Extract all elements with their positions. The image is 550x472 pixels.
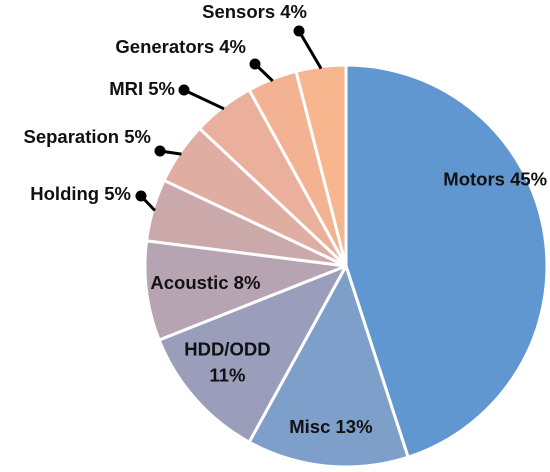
pie-label-misc: Misc 13% <box>289 416 372 437</box>
pie-slice-misc <box>247 264 410 469</box>
pie-label-generators: Generators 4% <box>115 36 246 57</box>
leader-dot-separation <box>154 145 166 157</box>
pie-slice-acoustic <box>143 239 348 342</box>
pie-slice-hdd-odd <box>157 264 348 444</box>
pie-label-separation: Separation 5% <box>24 126 152 147</box>
leader-dot-generators <box>249 58 261 70</box>
pie-label-acoustic: Acoustic 8% <box>150 272 260 293</box>
leader-dot-sensors <box>293 25 305 37</box>
pie-label-mri: MRI 5% <box>109 78 175 99</box>
leader-line-mri <box>183 88 225 111</box>
label-leaders <box>135 25 323 212</box>
pie-labels: Motors 45% Misc 13% HDD/ODD 11% Acoustic 8% H… <box>24 1 548 437</box>
pie-label-motors: Motors 45% <box>443 169 547 190</box>
leader-line-sensors <box>297 30 323 70</box>
leader-dot-mri <box>178 84 190 96</box>
pie-label-holding: Holding 5% <box>30 183 131 204</box>
leader-dot-holding <box>135 190 147 202</box>
pie-label-hdd-odd: HDD/ODD 11% <box>184 339 270 386</box>
pie-slices <box>143 63 549 469</box>
pie-slice-motors <box>344 63 549 459</box>
pie-label-sensors: Sensors 4% <box>202 1 307 22</box>
